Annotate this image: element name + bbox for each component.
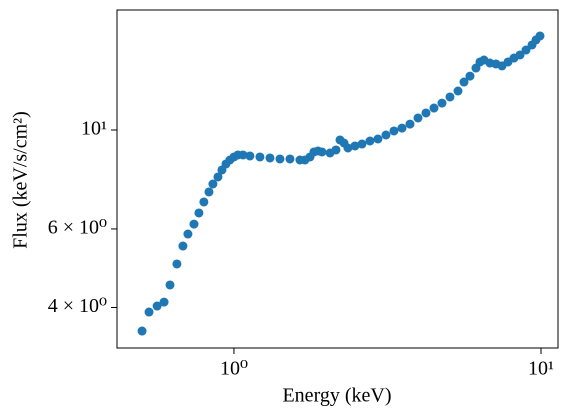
data-point (413, 113, 423, 123)
x-tick-label: 10⁰ (220, 358, 248, 380)
data-point (183, 229, 193, 239)
data-point (275, 154, 285, 164)
data-point (317, 147, 327, 157)
data-point (373, 134, 383, 144)
data-point (245, 151, 255, 161)
data-point (381, 130, 391, 140)
data-point (144, 307, 154, 317)
y-axis-label: Flux (keV/s/cm²) (10, 111, 32, 249)
y-tick-label: 4 × 10⁰ (48, 295, 107, 317)
data-point (350, 141, 360, 151)
data-point (172, 259, 182, 269)
data-point (465, 71, 475, 81)
data-point (137, 326, 147, 336)
x-axis-label: Energy (keV) (282, 385, 391, 407)
data-point (159, 297, 169, 307)
data-point (437, 98, 447, 108)
data-point (213, 172, 223, 182)
data-point (204, 187, 214, 197)
x-tick-label: 10¹ (528, 358, 554, 380)
plot-frame (116, 9, 559, 349)
data-point (521, 45, 531, 55)
data-point (194, 208, 204, 218)
data-point (178, 241, 188, 251)
data-point (165, 280, 175, 290)
y-tick-label: 10¹ (81, 118, 107, 140)
data-point (357, 139, 367, 149)
data-point (255, 152, 265, 162)
data-point (389, 126, 399, 136)
data-point (365, 136, 375, 146)
data-point (515, 50, 525, 60)
data-point (238, 150, 248, 160)
data-point (405, 119, 415, 129)
data-point (208, 179, 218, 189)
data-point (453, 86, 463, 96)
data-point (343, 143, 353, 153)
y-tick-label: 6 × 10⁰ (48, 217, 107, 239)
data-point (459, 77, 469, 87)
data-point (445, 92, 455, 102)
data-point (265, 153, 275, 163)
data-point (189, 219, 199, 229)
data-point (331, 145, 341, 155)
data-point (535, 31, 545, 41)
data-point (397, 123, 407, 133)
data-point (199, 197, 209, 207)
data-point (429, 103, 439, 113)
data-point (152, 301, 162, 311)
data-point (285, 154, 295, 164)
data-point (421, 108, 431, 118)
